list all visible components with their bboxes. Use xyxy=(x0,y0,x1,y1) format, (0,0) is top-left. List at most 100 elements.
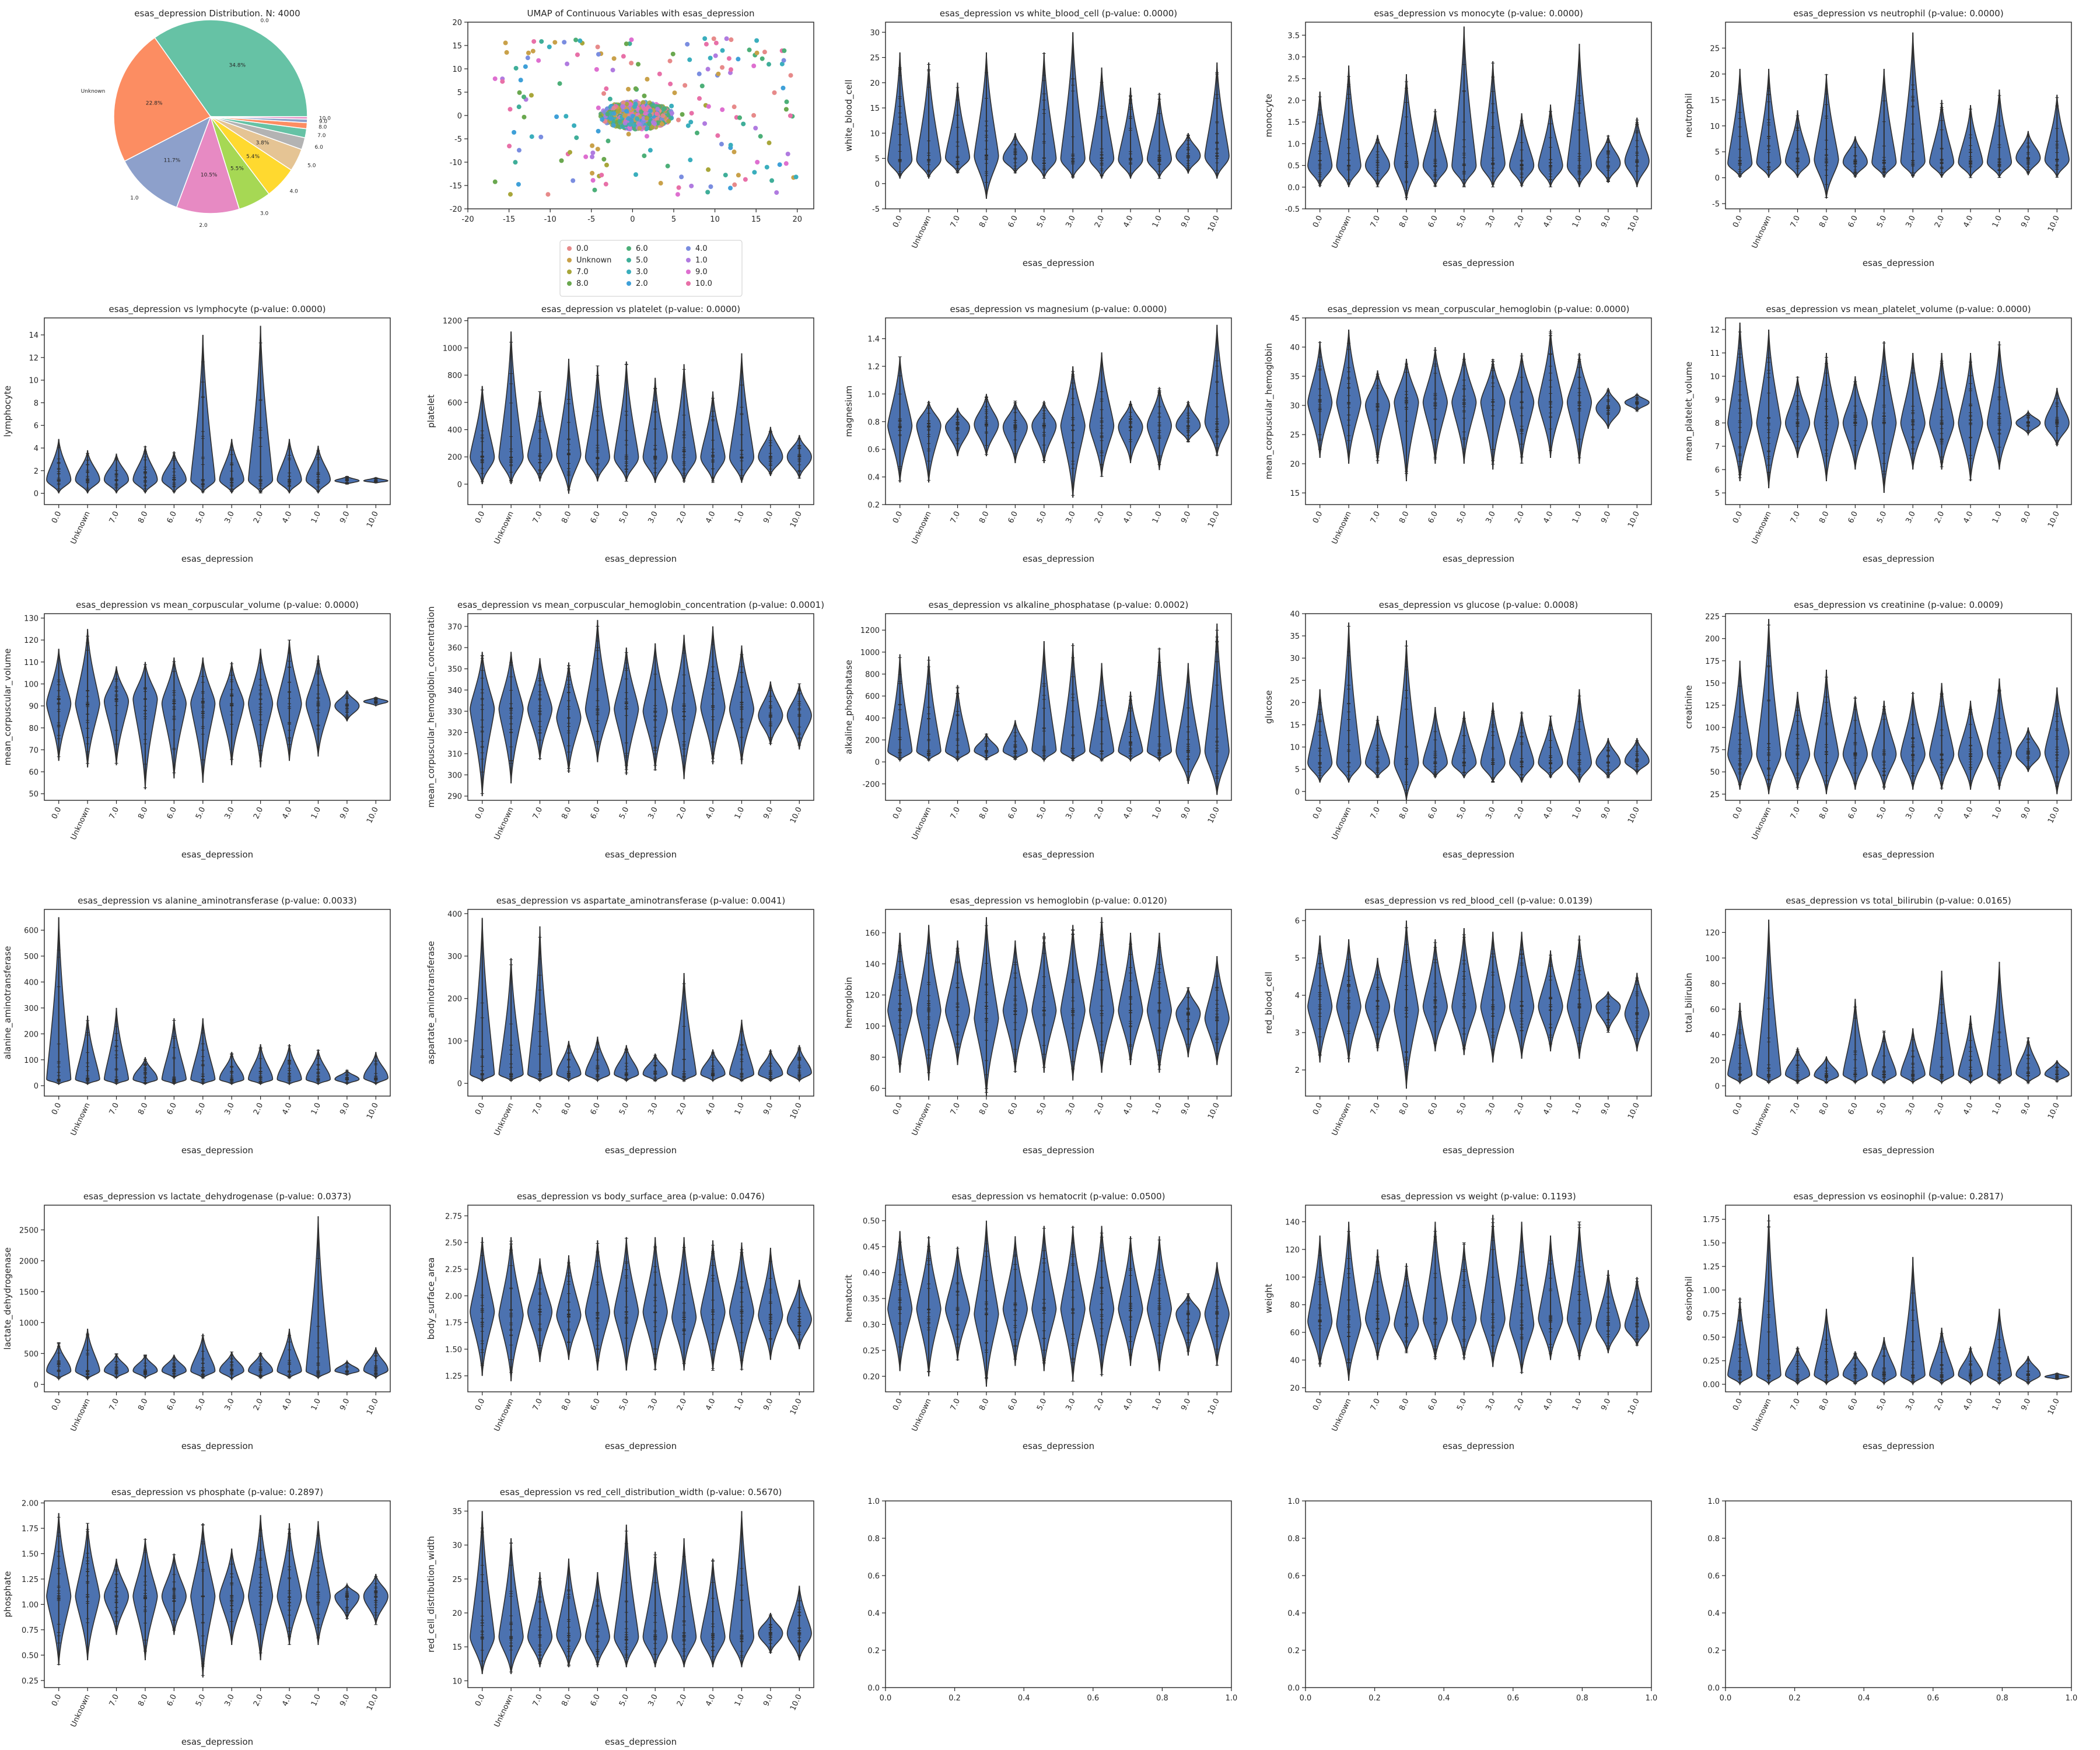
scatter-point xyxy=(654,111,659,116)
y-tick-label: 0 xyxy=(1715,174,1720,183)
y-tick-label: 11 xyxy=(1710,349,1720,358)
x-axis-label: esas_depression xyxy=(1023,554,1094,565)
plot-frame xyxy=(467,317,814,505)
scatter-point xyxy=(669,103,674,108)
y-tick-label: 1000 xyxy=(860,649,880,657)
scatter-point xyxy=(705,190,710,195)
y-tick-label: 8 xyxy=(1715,419,1720,428)
y-tick-label: 5 xyxy=(1715,489,1720,498)
legend-marker xyxy=(626,246,631,251)
scatter-point xyxy=(658,181,663,186)
subplot-4: -0.5 0.0 0.5 1.0 1.5 2.0 2.5 3.0 3.5 0.0 Unknown 7.… xyxy=(1264,8,1652,269)
scatter-point xyxy=(760,56,765,61)
scatter-point xyxy=(783,161,789,166)
y-axis-label: mean_corpuscular_hemoglobin xyxy=(1264,343,1275,480)
scatter-point xyxy=(536,58,541,63)
scatter-point xyxy=(766,62,772,67)
y-tick-label: 12 xyxy=(29,354,38,363)
y-tick-label: 3.5 xyxy=(1287,32,1300,40)
scatter-point xyxy=(743,177,748,182)
x-tick-label: -20 xyxy=(461,215,474,224)
x-tick-label: 1.0 xyxy=(1571,214,1584,229)
subplot-11: 50 60 70 80 90 100 110 120 130 0.0 Unknown 7.0 8.0 6.… xyxy=(2,600,391,860)
scatter-point xyxy=(516,104,522,110)
y-tick-label: 14 xyxy=(29,331,38,340)
x-axis-label: esas_depression xyxy=(605,554,677,565)
x-tick-label: 4.0 xyxy=(704,510,717,524)
x-tick-label: 3.0 xyxy=(1484,806,1497,820)
plot-frame xyxy=(1305,317,1652,505)
scatter-point xyxy=(668,81,673,86)
scatter-point xyxy=(665,163,670,169)
chart-title: esas_depression vs glucose (p-value: 0.0… xyxy=(1379,600,1578,611)
scatter-point xyxy=(608,116,614,121)
x-tick-label: 5.0 xyxy=(194,510,207,524)
scatter-point xyxy=(504,50,509,55)
scatter-point xyxy=(590,154,595,159)
pie-pct-label: 11.7% xyxy=(164,158,181,164)
x-tick-label: 5.0 xyxy=(1035,806,1048,820)
legend-label: 9.0 xyxy=(695,268,708,276)
legend-label: 4.0 xyxy=(695,244,708,253)
x-tick-label: 8.0 xyxy=(560,510,573,524)
scatter-point xyxy=(636,62,641,67)
y-tick-label: 50 xyxy=(29,790,38,799)
scatter-point xyxy=(570,178,576,183)
scatter-point xyxy=(601,156,607,162)
pie-pct-label: 5.4% xyxy=(246,154,260,160)
y-tick-label: 360 xyxy=(447,644,462,653)
pie-slice xyxy=(210,116,308,120)
plot-frame xyxy=(1305,613,1652,801)
scatter-point xyxy=(737,115,743,120)
subplot-7: 0 200 400 600 800 1000 1200 0.0 Unknown 7.0 8.0 6.0… xyxy=(426,304,814,565)
scatter-point xyxy=(639,109,644,114)
x-tick-label: 4.0 xyxy=(1542,214,1555,229)
scatter-point xyxy=(645,126,650,131)
x-tick-label: 2.0 xyxy=(1933,214,1946,229)
scatter-point xyxy=(508,107,513,112)
x-tick-label: 0 xyxy=(630,215,635,224)
y-tick-label: 310 xyxy=(447,750,462,759)
subplot-2: -20 -15 -10 -5 0 5 10 15 20 -20 -15 -10 -5 0 5 10 15 20 UM… xyxy=(450,8,814,297)
y-tick-label: 15 xyxy=(870,104,880,113)
y-tick-label: 0.4 xyxy=(867,474,880,482)
y-axis-label: magnesium xyxy=(844,386,854,437)
scatter-point xyxy=(538,134,544,139)
scatter-point xyxy=(719,142,724,147)
scatter-point xyxy=(728,186,733,191)
y-axis-label: mean_corpuscular_volume xyxy=(2,649,13,766)
y-tick-label: 0 xyxy=(1295,788,1300,797)
plot-frame xyxy=(1725,22,2072,209)
y-tick-label: 6 xyxy=(34,422,38,430)
y-tick-label: -20 xyxy=(450,205,462,214)
scatter-point xyxy=(689,111,694,116)
x-tick-label: 10.0 xyxy=(365,806,380,825)
scatter-point xyxy=(513,160,518,165)
chart-title: esas_depression vs mean_corpuscular_hemo… xyxy=(457,600,824,611)
scatter-point xyxy=(732,149,737,155)
y-tick-label: 7 xyxy=(1715,443,1720,452)
pie-label: 10.0 xyxy=(319,116,331,121)
legend-label: Unknown xyxy=(576,256,611,265)
x-tick-label: 6.0 xyxy=(1427,510,1440,524)
scatter-point xyxy=(552,40,558,45)
x-tick-label: 0.0 xyxy=(891,510,904,524)
legend-marker xyxy=(567,270,572,274)
x-tick-label: 0.0 xyxy=(1731,214,1744,229)
subplot-6: 0 2 4 6 8 10 12 14 0.0 Unknown 7.0 8.0 6.0 5.0 3.0 2.0 4… xyxy=(2,304,391,565)
scatter-point xyxy=(648,108,653,114)
scatter-point xyxy=(647,121,652,127)
legend-label: 1.0 xyxy=(695,256,708,265)
y-tick-label: 25 xyxy=(1290,431,1300,440)
x-tick-label: 10.0 xyxy=(789,510,804,529)
y-tick-label: 320 xyxy=(447,729,462,738)
scatter-point xyxy=(592,187,597,192)
x-tick-label: 5.0 xyxy=(194,806,207,820)
plot-frame xyxy=(467,613,814,801)
y-tick-label: 800 xyxy=(865,671,880,680)
subplot-13: -200 0 200 400 600 800 1000 1200 0.0 Unknown 7.0 8.… xyxy=(844,600,1232,860)
scatter-point xyxy=(600,117,605,122)
scatter-point xyxy=(715,133,720,138)
x-tick-label: 6.0 xyxy=(1007,510,1020,524)
